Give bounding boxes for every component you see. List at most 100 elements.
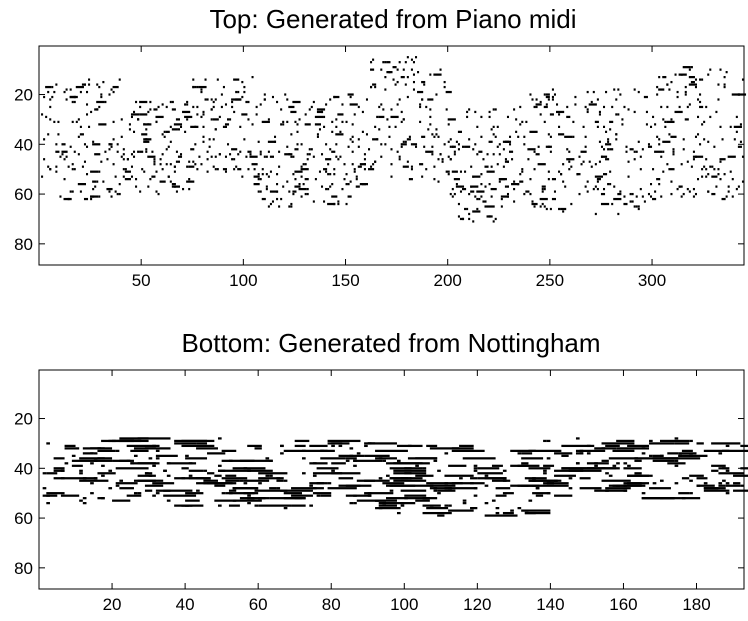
note-mark	[188, 165, 195, 168]
x-tick-label: 140	[536, 595, 564, 614]
note-mark	[509, 150, 514, 153]
note-mark	[690, 80, 695, 84]
note-mark	[455, 182, 458, 186]
note-mark	[143, 123, 150, 126]
note-mark	[108, 93, 111, 96]
note-mark	[645, 110, 648, 114]
note-mark	[115, 484, 120, 487]
note-mark	[596, 125, 599, 129]
note-mark	[654, 123, 657, 126]
note-mark	[298, 185, 301, 188]
note-mark	[652, 115, 655, 119]
note-mark	[641, 492, 646, 495]
note-mark	[490, 187, 497, 191]
note-mark	[255, 105, 258, 109]
note-mark	[79, 133, 84, 136]
note-mark	[625, 202, 628, 206]
note-mark	[711, 165, 714, 168]
note-mark	[57, 120, 60, 124]
note-mark	[245, 100, 248, 104]
note-mark	[703, 165, 706, 168]
note-mark	[239, 125, 242, 129]
note-mark	[546, 457, 551, 460]
note-mark	[415, 457, 438, 460]
note-mark	[694, 78, 697, 81]
note-mark	[152, 444, 156, 448]
note-mark	[435, 93, 438, 96]
note-mark	[53, 120, 56, 124]
note-mark	[549, 135, 552, 138]
note-mark	[296, 130, 299, 133]
note-mark	[682, 66, 691, 69]
note-mark	[697, 133, 700, 136]
note-mark	[535, 484, 569, 487]
note-mark	[535, 494, 544, 497]
note-mark	[444, 504, 449, 507]
note-mark	[159, 180, 166, 183]
note-mark	[151, 150, 154, 153]
note-mark	[528, 449, 562, 453]
note-mark	[566, 105, 569, 109]
note-mark	[51, 95, 54, 99]
note-mark	[71, 168, 74, 171]
note-mark	[664, 120, 667, 124]
note-mark	[356, 499, 383, 502]
note-mark	[327, 482, 332, 485]
note-mark	[448, 504, 452, 507]
note-mark	[500, 195, 509, 198]
note-mark	[670, 180, 673, 183]
note-mark	[498, 180, 501, 183]
note-mark	[135, 178, 138, 181]
note-mark	[692, 158, 695, 161]
note-mark	[699, 105, 704, 109]
note-mark	[666, 83, 669, 86]
note-mark	[139, 105, 142, 109]
note-mark	[477, 467, 500, 470]
note-mark	[171, 100, 174, 104]
note-mark	[519, 105, 522, 109]
note-mark	[568, 168, 571, 171]
note-mark	[97, 472, 116, 475]
note-mark	[439, 153, 442, 156]
note-mark	[612, 449, 635, 453]
note-mark	[390, 115, 399, 119]
note-mark	[161, 133, 164, 136]
note-mark	[343, 178, 346, 181]
note-mark	[478, 197, 481, 201]
note-mark	[149, 108, 152, 111]
note-mark	[667, 462, 686, 465]
note-mark	[227, 118, 230, 121]
note-mark	[92, 187, 95, 191]
note-mark	[621, 123, 624, 126]
note-mark	[253, 175, 260, 178]
note-mark	[627, 175, 630, 178]
note-mark	[143, 170, 146, 173]
note-mark	[680, 163, 683, 166]
note-mark	[541, 187, 544, 191]
note-mark	[196, 447, 218, 450]
note-mark	[607, 182, 610, 186]
note-mark	[151, 175, 156, 178]
note-mark	[498, 153, 501, 156]
note-mark	[719, 158, 726, 161]
note-mark	[202, 125, 205, 129]
note-mark	[429, 484, 456, 487]
note-mark	[400, 504, 405, 507]
note-mark	[288, 105, 295, 109]
note-mark	[276, 479, 284, 482]
note-mark	[71, 190, 74, 193]
note-mark	[92, 195, 95, 198]
note-mark	[462, 217, 465, 221]
note-mark	[192, 105, 195, 109]
note-mark	[635, 150, 638, 153]
note-mark	[79, 457, 113, 460]
note-mark	[200, 163, 203, 166]
plot-area	[38, 45, 745, 266]
note-mark	[517, 135, 520, 138]
note-mark	[396, 459, 401, 462]
note-mark	[549, 113, 554, 116]
note-mark	[535, 153, 540, 156]
note-mark	[147, 185, 150, 188]
note-mark	[535, 105, 538, 109]
note-mark	[603, 148, 606, 151]
